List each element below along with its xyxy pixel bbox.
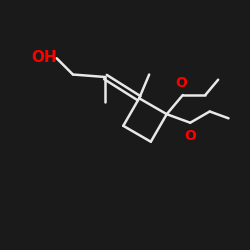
Text: O: O — [184, 129, 196, 143]
Text: OH: OH — [31, 50, 56, 64]
Text: O: O — [176, 76, 188, 90]
